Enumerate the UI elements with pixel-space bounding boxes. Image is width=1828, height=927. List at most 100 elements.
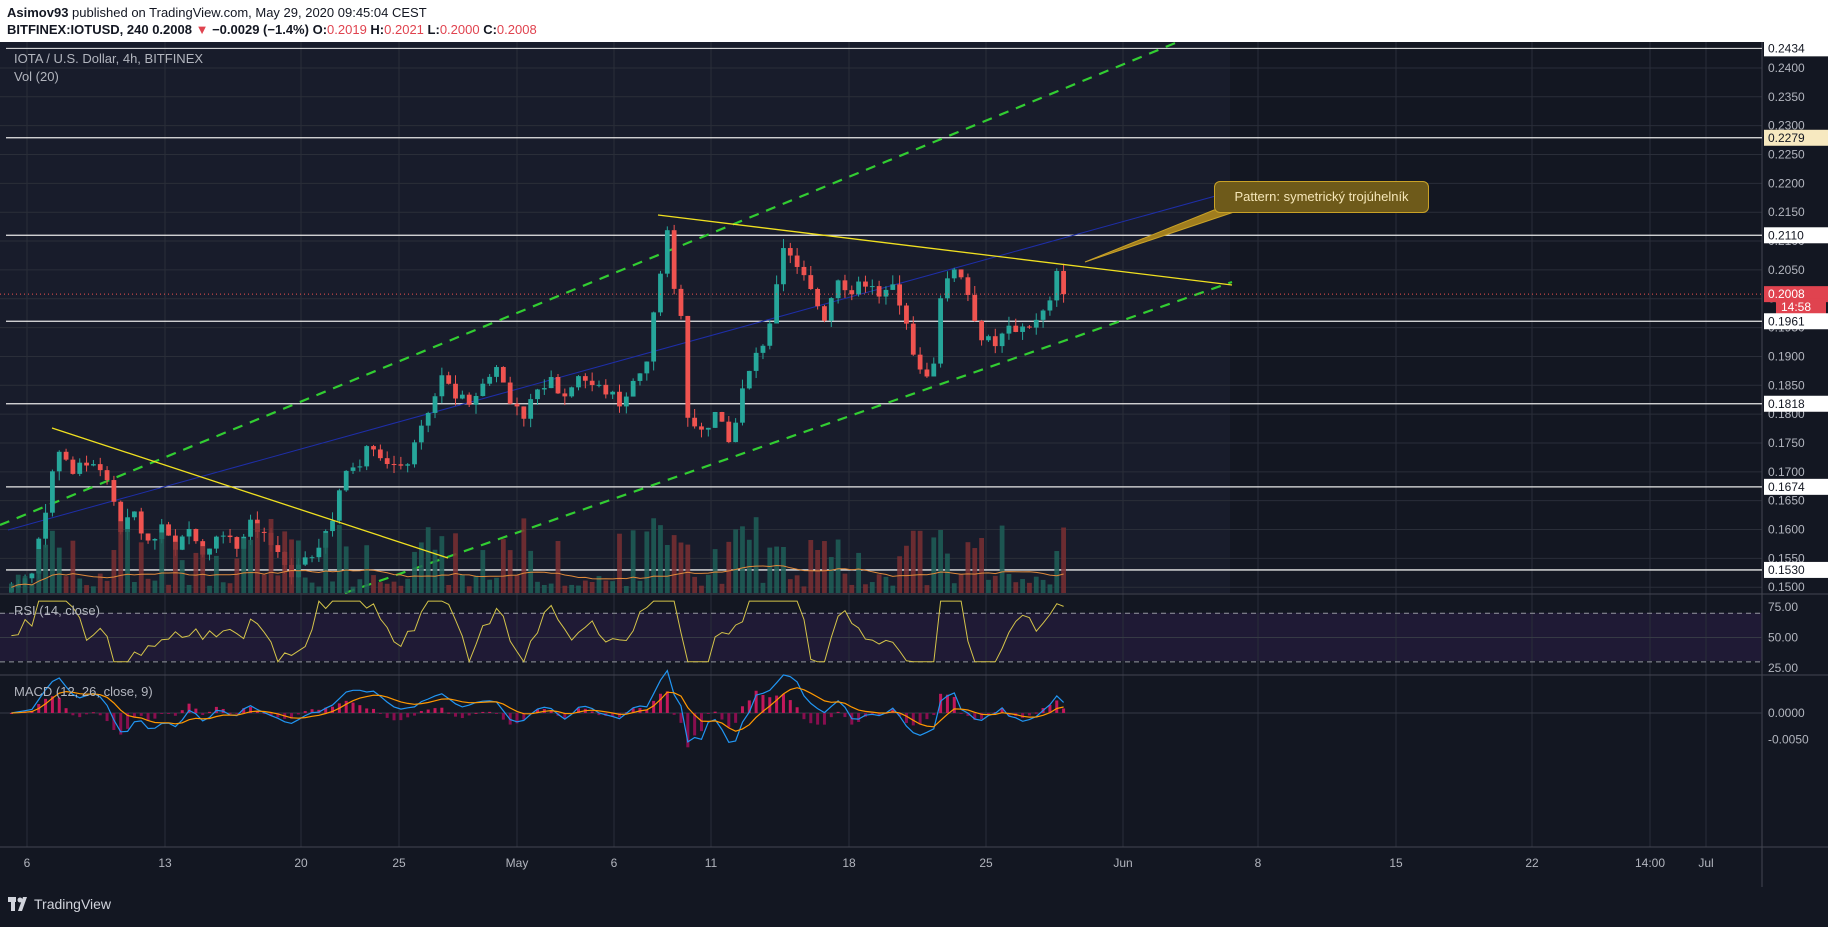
volume-bar xyxy=(330,581,335,593)
volume-bar xyxy=(254,523,260,593)
candle-body xyxy=(945,278,950,299)
macd-hist-bar xyxy=(460,713,464,719)
macd-legend[interactable]: MACD (12, 26, close, 9) xyxy=(14,684,153,699)
volume-bar xyxy=(371,575,376,593)
macd-hist-bar xyxy=(911,713,915,726)
volume-bar xyxy=(774,546,780,593)
macd-line xyxy=(11,669,1065,743)
volume-bar xyxy=(207,585,212,593)
candle-body xyxy=(965,277,971,295)
candle-body xyxy=(466,394,472,405)
volume-bar xyxy=(364,545,370,593)
candle-body xyxy=(159,524,165,540)
volume-bar xyxy=(118,521,124,593)
price-tick-label: 0.2050 xyxy=(1768,263,1805,277)
volume-bar xyxy=(261,574,267,593)
time-tick-label: 8 xyxy=(1255,856,1262,870)
change-down-icon: ▼ xyxy=(195,22,209,37)
volume-bar xyxy=(562,585,568,593)
volume-bar xyxy=(767,547,773,593)
volume-bar xyxy=(77,578,83,593)
volume-bar xyxy=(425,527,431,593)
volume-legend[interactable]: Vol (20) xyxy=(14,69,59,84)
candle-body xyxy=(152,539,158,541)
price-label-box xyxy=(1764,227,1828,244)
volume-bar xyxy=(1033,576,1039,593)
candle-body xyxy=(453,383,458,399)
macd-hist-bar xyxy=(488,711,492,713)
candle-body xyxy=(439,375,445,397)
high-label: H: xyxy=(370,22,385,37)
volume-bar xyxy=(336,524,342,593)
price-chart[interactable]: 0.2400 0.2350 0.2300 0.2250 0.2200 0.2150 0.21… xyxy=(0,42,1828,887)
candle-body xyxy=(1040,310,1046,320)
pattern-callout[interactable]: Pattern: symetrický trojúhelník xyxy=(1214,181,1429,213)
volume-bar xyxy=(1047,584,1053,593)
volume-bar xyxy=(617,533,622,593)
volume-bar xyxy=(589,581,595,593)
price-label: 0.1674 xyxy=(1768,480,1805,494)
candle-body xyxy=(617,391,622,407)
candle-body xyxy=(979,320,984,341)
price-tick-label: 0.1700 xyxy=(1768,465,1805,479)
macd-hist-bar xyxy=(945,694,949,713)
macd-hist-bar xyxy=(495,713,499,714)
price-tick-label: 0.1650 xyxy=(1768,494,1805,508)
candle-body xyxy=(1033,319,1039,328)
candle-body xyxy=(500,367,506,383)
candle-body xyxy=(740,388,745,423)
volume-bar xyxy=(699,585,704,593)
chart-area[interactable]: 0.2400 0.2350 0.2300 0.2250 0.2200 0.2150 0.21… xyxy=(0,42,1828,887)
macd-hist-bar xyxy=(611,713,615,717)
volume-bar xyxy=(883,576,889,593)
volume-bar xyxy=(541,584,547,593)
volume-bar xyxy=(576,585,581,593)
macd-hist-bar xyxy=(167,713,171,714)
volume-bar xyxy=(1013,582,1019,593)
rsi-tick-label: 75.00 xyxy=(1768,600,1798,614)
candle-body xyxy=(815,288,821,307)
candle-body xyxy=(29,573,35,579)
tradingview-logo[interactable]: TradingView xyxy=(8,896,111,912)
volume-bar xyxy=(671,535,677,593)
candle-body xyxy=(514,403,520,407)
macd-hist-bar xyxy=(392,713,396,721)
candle-body xyxy=(1013,325,1019,332)
volume-bar xyxy=(623,586,629,593)
macd-hist-bar xyxy=(563,713,567,719)
volume-bar xyxy=(186,584,192,593)
candle-body xyxy=(193,529,199,542)
macd-hist-bar xyxy=(727,713,731,728)
price-tick-label: 0.1500 xyxy=(1768,580,1805,594)
channel-upper-line xyxy=(0,42,1181,527)
macd-hist-bar xyxy=(187,703,191,713)
price-label-box xyxy=(1764,313,1828,330)
candle-body xyxy=(43,512,48,539)
author-name[interactable]: Asimov93 xyxy=(7,5,69,20)
candle-body xyxy=(63,451,69,460)
macd-hist-bar xyxy=(549,710,553,713)
candle-body xyxy=(425,412,431,426)
main-legend[interactable]: IOTA / U.S. Dollar, 4h, BITFINEX xyxy=(14,51,204,66)
rsi-legend[interactable]: RSI (14, close) xyxy=(14,603,100,618)
candle-body xyxy=(623,396,629,407)
volume-bar xyxy=(705,574,711,593)
macd-hist-bar xyxy=(1034,712,1038,714)
volume-bar xyxy=(43,544,48,593)
volume-bar xyxy=(603,580,609,593)
macd-hist-bar xyxy=(993,712,997,714)
macd-hist-bar xyxy=(980,713,984,720)
macd-hist-bar xyxy=(617,713,621,718)
rsi-line xyxy=(11,600,1064,664)
candle-body xyxy=(576,376,581,388)
volume-bar xyxy=(500,539,506,593)
volume-bar xyxy=(726,541,732,593)
macd-hist-bar xyxy=(201,713,205,715)
macd-hist-bar xyxy=(194,708,198,713)
channel-midline xyxy=(7,191,1231,531)
candle-body xyxy=(828,298,834,321)
macd-hist-bar xyxy=(720,713,724,720)
macd-hist-bar xyxy=(358,705,362,713)
volume-bar xyxy=(740,526,745,593)
macd-hist-bar xyxy=(843,713,847,718)
